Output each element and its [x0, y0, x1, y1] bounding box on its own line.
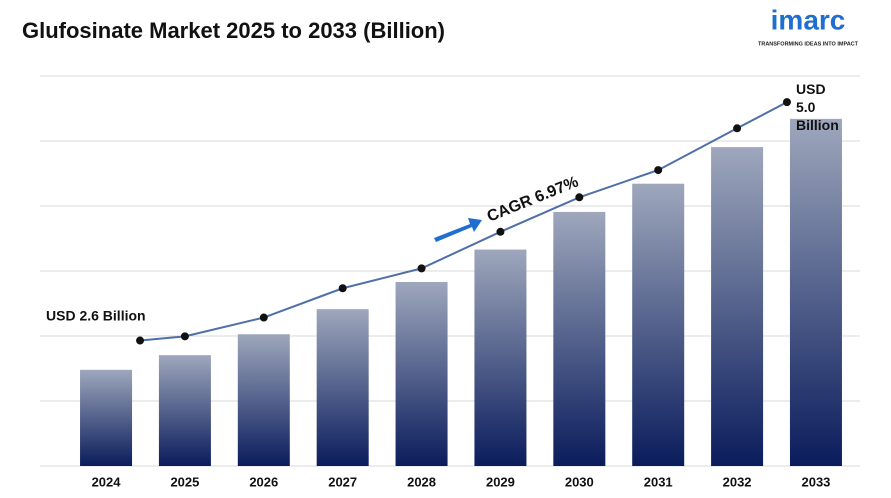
logo-tagline: TRANSFORMING IDEAS INTO IMPACT [758, 41, 859, 47]
bar [711, 147, 764, 467]
bars [80, 118, 842, 467]
end-label: USD 5.0 Billion [796, 81, 839, 133]
x-tick-label: 2027 [328, 474, 357, 489]
bar [474, 249, 527, 466]
trend-point [259, 313, 268, 322]
logo-name: imarc [771, 4, 846, 35]
trend-point [782, 98, 791, 107]
trend-point [338, 284, 347, 293]
bar [80, 369, 133, 466]
trend-point [417, 264, 426, 273]
bar [632, 183, 685, 466]
x-tick-label: 2025 [170, 474, 199, 489]
trend-point [654, 166, 663, 175]
x-tick-label: 2024 [92, 474, 122, 489]
trend-line [139, 101, 788, 342]
bar [316, 309, 369, 466]
bar [158, 355, 211, 466]
x-tick-label: 2033 [801, 474, 830, 489]
bar [553, 211, 606, 466]
trend-point [136, 336, 145, 345]
x-tick-label: 2031 [644, 474, 673, 489]
trend-point [733, 124, 742, 133]
x-tick-label: 2029 [486, 474, 515, 489]
trend-point [496, 227, 505, 236]
bar [395, 281, 448, 466]
chart-title: Glufosinate Market 2025 to 2033 (Billion… [22, 18, 445, 43]
x-tick-label: 2026 [249, 474, 278, 489]
cagr-arrow [434, 218, 482, 242]
x-tick-label: 2032 [723, 474, 752, 489]
bar [789, 118, 842, 467]
bar [237, 334, 290, 466]
trend-point [180, 332, 189, 341]
trend-point [575, 193, 584, 202]
x-tick-label: 2028 [407, 474, 436, 489]
x-tick-label: 2030 [565, 474, 594, 489]
start-label: USD 2.6 Billion [46, 308, 146, 324]
